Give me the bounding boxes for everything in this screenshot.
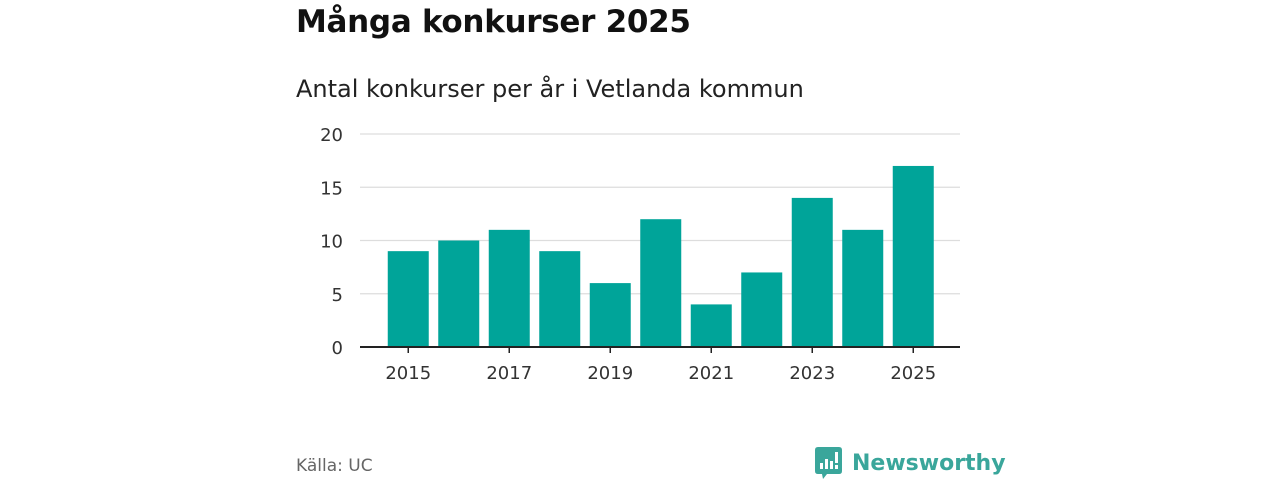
bar-2020 <box>640 219 682 347</box>
y-tick-label: 20 <box>320 125 343 146</box>
x-tick-label: 2025 <box>890 363 936 384</box>
x-tick-label: 2023 <box>789 363 835 384</box>
y-tick-label: 15 <box>320 178 343 199</box>
newsworthy-logo-icon <box>815 447 842 479</box>
bar-2021 <box>690 304 732 347</box>
x-tick-label: 2021 <box>688 363 734 384</box>
chart-subtitle: Antal konkurser per år i Vetlanda kommun <box>296 75 804 103</box>
y-tick-label: 0 <box>332 338 343 359</box>
bar-2025 <box>892 165 934 347</box>
bar-2023 <box>791 197 833 347</box>
chart-title: Många konkurser 2025 <box>296 4 691 40</box>
y-tick-label: 10 <box>320 232 343 253</box>
bar-2016 <box>438 240 480 347</box>
source-note: Källa: UC <box>296 456 373 476</box>
x-tick-label: 2019 <box>587 363 633 384</box>
y-tick-label: 5 <box>332 285 343 306</box>
bars <box>387 165 934 347</box>
bar-2015 <box>387 251 429 347</box>
bar-2022 <box>741 272 783 347</box>
bar-2024 <box>842 229 884 347</box>
x-tick-label: 2015 <box>385 363 431 384</box>
bar-2019 <box>589 283 631 347</box>
logo-text: Newsworthy <box>852 450 1006 476</box>
bar-2018 <box>539 251 581 347</box>
newsworthy-logo[interactable]: Newsworthy <box>815 447 1006 479</box>
bar-2017 <box>488 229 530 347</box>
axes: 0 5 10 15 20 2015 2017 2019 2021 2023 2025 <box>320 125 960 384</box>
x-tick-label: 2017 <box>486 363 532 384</box>
